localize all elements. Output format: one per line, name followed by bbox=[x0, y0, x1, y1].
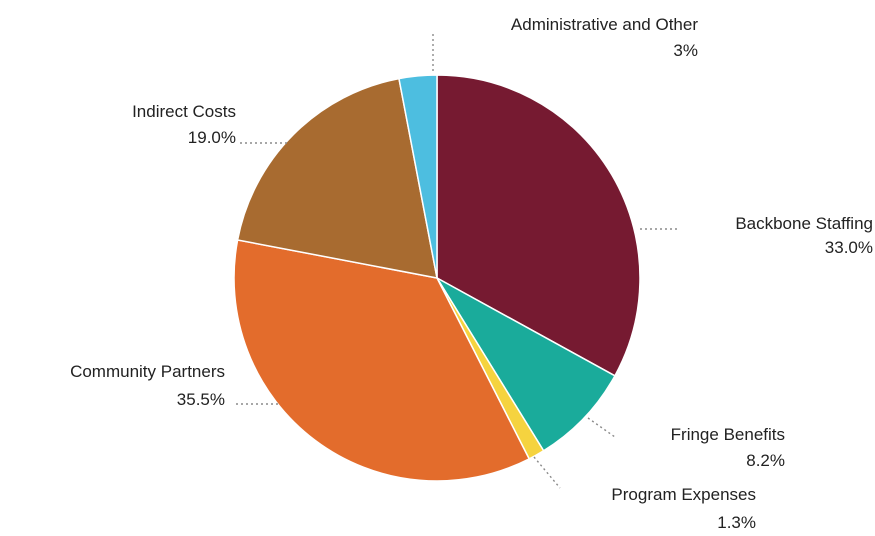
slice-value-administrative-and-other: 3% bbox=[673, 41, 698, 60]
pie-slice-backbone-staffing bbox=[436, 74, 641, 377]
slice-label-backbone-staffing: Backbone Staffing bbox=[735, 214, 873, 233]
slice-label-indirect-costs: Indirect Costs bbox=[132, 102, 236, 121]
slice-label-fringe-benefits: Fringe Benefits bbox=[671, 425, 785, 444]
slice-label-administrative-and-other: Administrative and Other bbox=[511, 15, 698, 34]
slice-label-community-partners: Community Partners bbox=[70, 362, 225, 381]
pie-slice-indirect-costs bbox=[236, 77, 438, 279]
slice-value-community-partners: 35.5% bbox=[177, 390, 225, 409]
pie-slice-fringe-benefits bbox=[434, 275, 616, 452]
pie-slice-administrative-and-other bbox=[398, 74, 438, 279]
slice-value-indirect-costs: 19.0% bbox=[188, 128, 236, 147]
leader-line-program-expenses bbox=[533, 456, 561, 489]
slice-label-program-expenses: Program Expenses bbox=[611, 485, 756, 504]
slice-value-backbone-staffing: 33.0% bbox=[825, 238, 873, 257]
slice-value-fringe-benefits: 8.2% bbox=[746, 451, 785, 470]
leader-line-fringe-benefits bbox=[587, 417, 616, 438]
pie-slice-community-partners bbox=[233, 239, 531, 482]
slice-value-program-expenses: 1.3% bbox=[717, 513, 756, 532]
